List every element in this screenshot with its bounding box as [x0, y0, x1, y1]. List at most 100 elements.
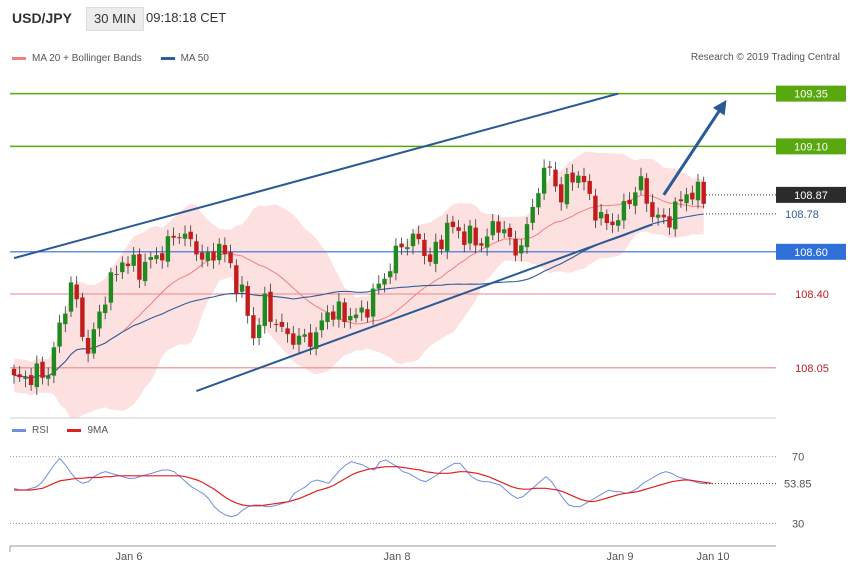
- candle-body: [91, 329, 96, 354]
- candle-body: [462, 231, 467, 245]
- candle-body: [331, 311, 336, 320]
- candle: [108, 267, 114, 311]
- candle-body: [410, 233, 416, 247]
- legend-label-ma50: MA 50: [180, 53, 209, 64]
- candle-body: [513, 238, 518, 256]
- candle: [274, 319, 279, 333]
- candle-body: [274, 323, 279, 325]
- candle-body: [690, 192, 695, 200]
- legend-label-9ma: 9MA: [87, 425, 109, 436]
- candle: [655, 207, 661, 226]
- candle: [331, 305, 336, 327]
- candle: [633, 186, 638, 215]
- candle-body: [570, 172, 575, 183]
- legend-item-bollinger: MA 20 + Bollinger Bands: [12, 53, 142, 64]
- candle-body: [211, 251, 216, 261]
- candle-body: [142, 261, 148, 282]
- bollinger-band-fill: [14, 151, 704, 419]
- candle-body: [382, 278, 387, 285]
- candle-body: [348, 316, 353, 321]
- research-credit: Research © 2019 Trading Central: [690, 52, 840, 63]
- candle-body: [154, 255, 159, 260]
- forecast-arrowhead: [712, 99, 727, 116]
- legend-item-ma50: MA 50: [160, 53, 209, 64]
- candle-body: [610, 221, 615, 226]
- x-tick-label: Jan 9: [607, 551, 634, 563]
- level-text-109.35: 109.35: [794, 89, 828, 101]
- candle-body: [336, 301, 342, 320]
- rsi-legend: RSI 9MA: [12, 424, 124, 436]
- candle-body: [137, 254, 142, 280]
- candle: [57, 314, 62, 353]
- candle: [570, 164, 575, 191]
- candle: [667, 208, 672, 235]
- level-text-109.10: 109.10: [794, 141, 828, 153]
- rsi-last-label: 53.85: [784, 479, 812, 491]
- candle-body: [319, 320, 324, 331]
- candle-body: [23, 377, 28, 379]
- candle: [450, 215, 456, 234]
- candle-body: [120, 262, 125, 273]
- candle: [336, 293, 342, 328]
- candle: [541, 159, 547, 201]
- candle: [234, 259, 239, 302]
- candle-body: [684, 194, 689, 204]
- candle-body: [547, 166, 552, 168]
- candle: [85, 329, 91, 363]
- candle: [103, 296, 108, 320]
- candle-body: [559, 184, 564, 203]
- candle: [638, 167, 644, 195]
- candle: [199, 244, 205, 268]
- candle-body: [262, 293, 267, 326]
- candle-body: [427, 254, 433, 262]
- candle: [661, 208, 666, 224]
- candle-body: [661, 214, 666, 218]
- candle: [416, 225, 421, 245]
- candle-body: [433, 241, 438, 264]
- candle: [222, 237, 228, 263]
- candle-body: [530, 206, 535, 223]
- level-label-108.40: 108.40: [795, 289, 829, 301]
- candle-body: [399, 243, 404, 248]
- candle: [530, 198, 535, 231]
- candle-body: [365, 309, 370, 318]
- candle: [604, 209, 609, 230]
- candle-body: [479, 243, 484, 246]
- candle-body: [256, 324, 262, 339]
- candle-body: [644, 178, 649, 204]
- level-label-109.35: 109.35: [776, 85, 846, 102]
- candle-body: [655, 214, 661, 218]
- candle: [690, 185, 695, 206]
- candle: [11, 364, 17, 384]
- candle: [405, 238, 410, 256]
- candle-body: [108, 272, 114, 303]
- candle-body: [182, 233, 188, 239]
- candle: [439, 234, 444, 255]
- level-box-108.60: [776, 243, 846, 260]
- candle: [148, 251, 153, 269]
- candle-body: [536, 193, 541, 208]
- candle-body: [11, 368, 17, 376]
- candle: [296, 328, 302, 353]
- candle: [342, 298, 347, 328]
- candle: [285, 322, 290, 343]
- candle-body: [194, 241, 199, 255]
- candle-body: [598, 212, 604, 219]
- candle: [28, 368, 34, 391]
- candle: [251, 307, 256, 346]
- candle: [456, 219, 461, 239]
- candle: [502, 220, 507, 238]
- candle: [399, 237, 404, 255]
- candle: [313, 327, 319, 356]
- candle-body: [80, 297, 85, 337]
- candle: [644, 173, 649, 212]
- candle: [587, 174, 592, 201]
- timeframe-badge[interactable]: 30 MIN: [86, 7, 144, 31]
- candle-body: [296, 335, 302, 345]
- candle-body: [405, 247, 410, 250]
- candle: [496, 215, 501, 242]
- candle-body: [467, 225, 473, 244]
- candle-body: [564, 173, 570, 205]
- level-box-109.10: [776, 138, 846, 155]
